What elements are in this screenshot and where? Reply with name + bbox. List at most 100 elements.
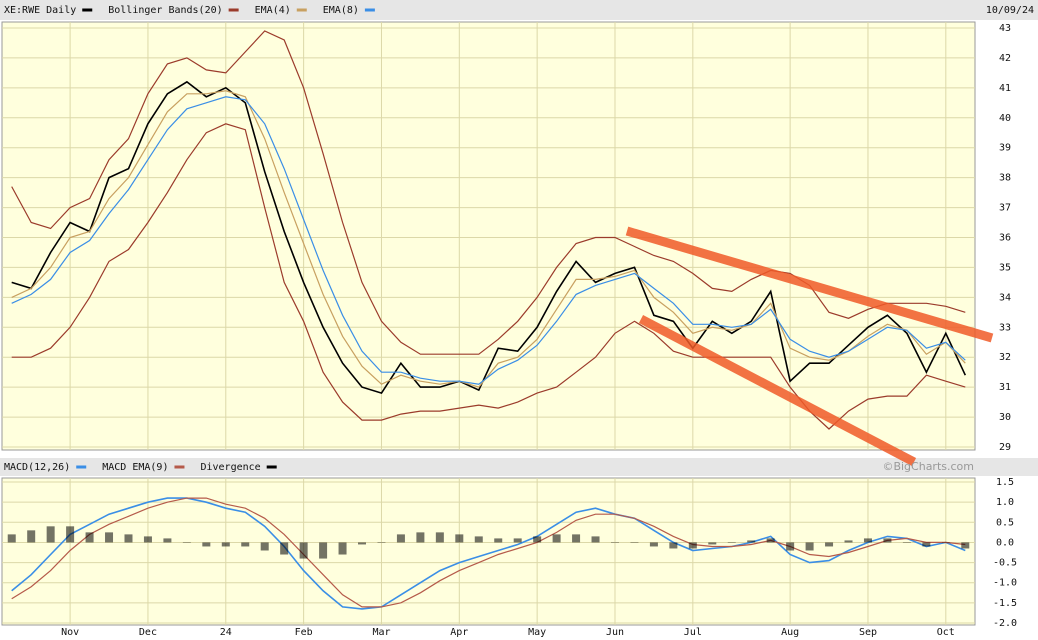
divergence-bar	[66, 526, 75, 543]
divergence-bar	[27, 530, 36, 543]
y-tick-label: 0.0	[996, 537, 1014, 548]
x-tick-label: Jul	[684, 627, 702, 638]
divergence-bar	[396, 534, 405, 543]
divergence-bar	[260, 542, 269, 551]
divergence-bar	[591, 536, 600, 543]
legend-label: Bollinger Bands(20)	[108, 5, 222, 16]
y-tick-label: -1.5	[993, 598, 1017, 609]
divergence-bar	[221, 542, 230, 547]
divergence-bar	[766, 538, 775, 543]
divergence-bar	[902, 542, 911, 543]
legend-label: EMA(4)	[255, 5, 291, 16]
divergence-bar	[241, 542, 250, 547]
y-tick-label: 35	[999, 262, 1011, 273]
divergence-bar	[299, 542, 308, 559]
y-tick-label: 30	[999, 412, 1011, 423]
legend-label: MACD(12,26)	[4, 462, 70, 473]
x-tick-label: Mar	[372, 627, 390, 638]
divergence-bar	[649, 542, 658, 547]
x-tick-label: May	[528, 627, 546, 638]
divergence-bar	[825, 542, 834, 547]
divergence-bar	[7, 534, 16, 543]
divergence-bar	[922, 542, 931, 547]
divergence-bar	[727, 542, 736, 543]
y-tick-label: 36	[999, 232, 1011, 243]
divergence-bar	[124, 534, 133, 543]
divergence-bar	[455, 534, 464, 543]
divergence-bar	[552, 534, 561, 543]
x-tick-label: Dec	[139, 627, 157, 638]
y-tick-label: 1.5	[996, 477, 1014, 488]
y-tick-label: 38	[999, 173, 1011, 184]
series-line	[11, 90, 966, 388]
divergence-bar	[377, 542, 386, 543]
divergence-bar	[474, 536, 483, 543]
y-tick-label: 33	[999, 322, 1011, 333]
y-tick-label: 39	[999, 143, 1011, 154]
y-tick-label: 43	[999, 23, 1011, 34]
divergence-bar	[416, 532, 425, 543]
divergence-bar	[610, 542, 619, 543]
y-tick-label: 40	[999, 113, 1011, 124]
divergence-bar	[572, 534, 581, 543]
trend-line-upper	[625, 226, 994, 343]
watermark: ©BigCharts.com	[882, 460, 974, 473]
divergence-bar	[533, 536, 542, 543]
x-tick-label: Sep	[859, 627, 877, 638]
divergence-bar	[805, 542, 814, 551]
divergence-bar	[85, 532, 94, 543]
legend-label: Divergence	[200, 462, 260, 473]
divergence-bar	[358, 542, 367, 545]
divergence-bar	[105, 532, 114, 543]
header-bar	[0, 0, 1038, 20]
divergence-bar	[883, 538, 892, 543]
series-line	[11, 497, 966, 608]
divergence-bar	[688, 542, 697, 549]
divergence-bar	[280, 542, 289, 555]
trend-line-lower	[638, 315, 917, 466]
divergence-bar	[338, 542, 347, 555]
series-line	[11, 497, 966, 610]
legend-label: XE:RWE Daily	[4, 5, 76, 16]
chart-date: 10/09/24	[986, 5, 1034, 16]
y-tick-label: 37	[999, 203, 1011, 214]
divergence-bar	[435, 532, 444, 543]
divergence-bar	[708, 542, 717, 545]
divergence-bar	[163, 538, 172, 543]
y-tick-label: -2.0	[993, 618, 1017, 629]
series-line	[11, 80, 967, 395]
y-tick-label: 41	[999, 83, 1011, 94]
y-tick-label: 32	[999, 352, 1011, 363]
x-tick-label: Nov	[61, 627, 79, 638]
x-tick-label: Feb	[295, 627, 313, 638]
divergence-bar	[143, 536, 152, 543]
divergence-bar	[863, 538, 872, 543]
x-tick-label: Jun	[606, 627, 624, 638]
y-tick-label: 34	[999, 292, 1011, 303]
y-tick-label: 0.5	[996, 517, 1014, 528]
divergence-bar	[494, 538, 503, 543]
y-tick-label: -1.0	[993, 578, 1017, 589]
divergence-bar	[786, 542, 795, 551]
divergence-bar	[747, 540, 756, 543]
divergence-bar	[630, 542, 639, 543]
y-tick-label: 29	[999, 442, 1011, 453]
divergence-bar	[202, 542, 211, 547]
divergence-bar	[46, 526, 55, 543]
divergence-bar	[844, 540, 853, 543]
y-tick-label: -0.5	[993, 558, 1017, 569]
price-panel	[1, 21, 976, 451]
x-tick-label: Apr	[450, 627, 468, 638]
divergence-bar	[182, 542, 191, 543]
legend-label: MACD EMA(9)	[102, 462, 168, 473]
x-tick-label: Aug	[781, 627, 799, 638]
series-line	[11, 96, 966, 385]
divergence-bar	[513, 538, 522, 543]
divergence-bar	[941, 542, 950, 543]
y-tick-label: 31	[999, 382, 1011, 393]
x-tick-label: Oct	[937, 627, 955, 638]
legend-label: EMA(8)	[323, 5, 359, 16]
x-tick-label: 24	[220, 627, 232, 638]
divergence-bar	[669, 542, 678, 549]
